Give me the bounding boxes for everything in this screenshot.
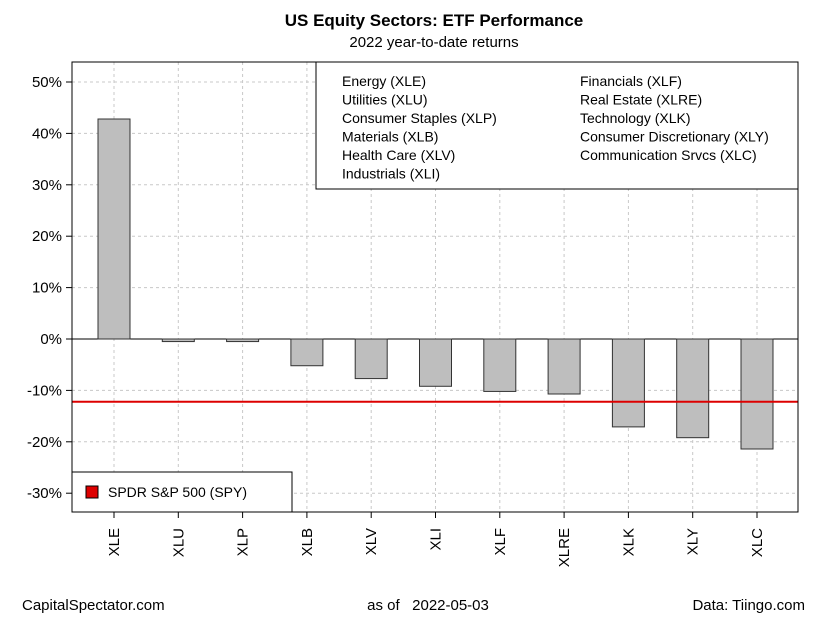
y-tick-label: 0% — [40, 331, 62, 348]
sector-legend-box — [315, 61, 799, 190]
legend-entry: Industrials (XLI) — [342, 166, 440, 182]
footer-source-right: Data: Tiingo.com — [692, 597, 805, 614]
y-tick-label: 50% — [32, 74, 62, 91]
x-tick-label: XLE — [106, 528, 123, 556]
legend-entry: Consumer Staples (XLP) — [342, 110, 497, 126]
x-axis: XLE XLU XLP XLB XLV XLI XLF XLRE XLK XLY XLC — [106, 512, 766, 567]
y-tick-label: 10% — [32, 280, 62, 297]
x-tick-label: XLB — [299, 528, 316, 556]
bar-xlf — [483, 338, 517, 392]
x-tick-label: XLP — [235, 528, 252, 556]
x-tick-label: XLK — [620, 528, 637, 556]
legend-entry: Financials (XLF) — [580, 73, 682, 89]
legend-entry: Communication Srvcs (XLC) — [580, 147, 757, 163]
legend-entry: Energy (XLE) — [342, 73, 426, 89]
legend-entry: Consumer Discretionary (XLY) — [580, 129, 769, 145]
footer-date: as of 2022-05-03 — [367, 597, 489, 614]
y-tick-label: 40% — [32, 125, 62, 142]
bar-xli — [419, 338, 452, 387]
spy-legend-swatch — [85, 485, 99, 499]
chart-subtitle: 2022 year-to-date returns — [349, 34, 518, 51]
legend-entry: Real Estate (XLRE) — [580, 92, 702, 108]
x-tick-label: XLU — [170, 528, 187, 557]
bar-xlc — [740, 338, 774, 450]
bar-xlp — [226, 338, 260, 343]
legend-entry: Technology (XLK) — [580, 110, 691, 126]
x-tick-label: XLF — [492, 528, 509, 556]
bar-xlb — [290, 338, 324, 367]
x-tick-label: XLY — [685, 528, 702, 555]
x-tick-label: XLI — [428, 528, 445, 551]
y-axis: 50% 40% 30% 20% 10% 0% -10% -20% -30% — [27, 74, 72, 502]
bar-xlu — [161, 338, 195, 343]
bar-xly — [676, 338, 710, 439]
chart-title: US Equity Sectors: ETF Performance — [285, 11, 584, 30]
spy-legend-label: SPDR S&P 500 (SPY) — [108, 484, 247, 500]
bar-xlv — [354, 338, 388, 380]
x-tick-label: XLC — [749, 528, 766, 557]
footer-source-left: CapitalSpectator.com — [22, 597, 165, 614]
y-tick-label: 20% — [32, 228, 62, 245]
x-tick-label: XLRE — [556, 528, 573, 567]
y-tick-label: 30% — [32, 177, 62, 194]
y-tick-label: -30% — [27, 485, 62, 502]
bar-xlre — [547, 338, 581, 395]
y-tick-label: -20% — [27, 434, 62, 451]
legend-entry: Materials (XLB) — [342, 129, 438, 145]
x-tick-label: XLV — [363, 528, 380, 555]
spy-legend: SPDR S&P 500 (SPY) — [71, 471, 293, 513]
bar-xlk — [611, 338, 645, 428]
legend-entry: Utilities (XLU) — [342, 92, 428, 108]
legend-entry: Health Care (XLV) — [342, 147, 455, 163]
spy-legend-box — [71, 471, 293, 513]
sector-legend: Energy (XLE) Utilities (XLU) Consumer Stap… — [315, 61, 799, 190]
bar-xle — [97, 118, 131, 340]
bars — [97, 118, 774, 450]
y-tick-label: -10% — [27, 382, 62, 399]
